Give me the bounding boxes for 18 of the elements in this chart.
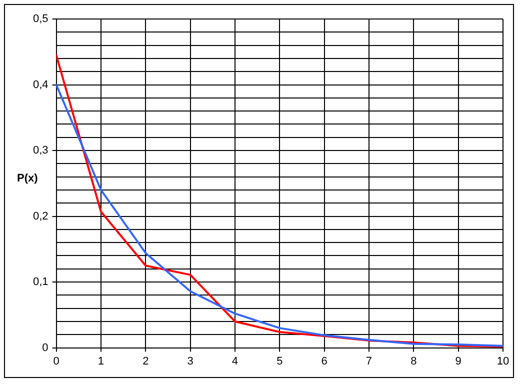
y-tick-label: 0,2 [32, 210, 48, 222]
x-tick-label: 4 [232, 355, 238, 368]
y-tick-label: 0,1 [32, 276, 48, 288]
y-tick-label: 0,4 [32, 78, 48, 91]
y-tick-label: 0,5 [32, 13, 48, 26]
y-tick-label: 0,3 [32, 144, 48, 157]
x-tick-label: 9 [455, 355, 462, 368]
x-tick-label: 7 [366, 355, 372, 368]
x-tick-label: 6 [321, 355, 328, 368]
y-tick-label: 0 [42, 342, 48, 354]
x-tick-label: 8 [410, 355, 417, 368]
x-tick-label: 5 [276, 355, 283, 368]
x-tick-label: 3 [187, 355, 194, 368]
x-tick-label: 10 [496, 355, 510, 368]
x-tick-label: 1 [98, 355, 104, 368]
y-axis-title: P(x) [17, 172, 38, 184]
x-tick-label: 2 [142, 355, 149, 368]
x-tick-label: 0 [53, 355, 60, 368]
